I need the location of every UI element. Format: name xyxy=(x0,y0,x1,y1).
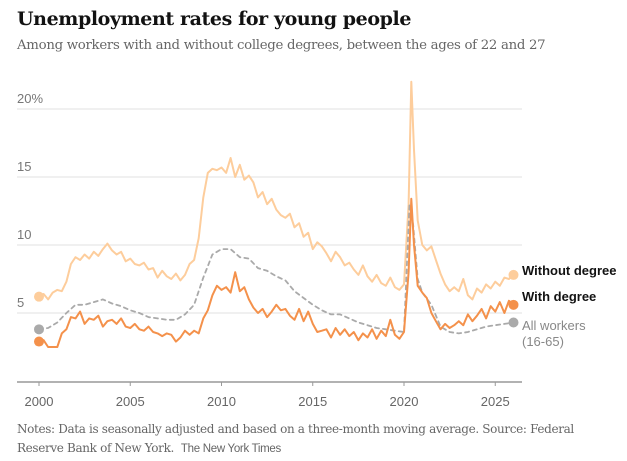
legend-label: Without degree xyxy=(522,263,617,278)
series-end-marker xyxy=(508,317,519,328)
chart-notes: Notes: Data is seasonally adjusted and b… xyxy=(17,420,617,459)
gridlines xyxy=(17,108,522,314)
y-tick-label: 10 xyxy=(17,227,31,242)
legend-label: With degree xyxy=(522,289,596,304)
series-markers xyxy=(34,269,519,347)
series-start-marker xyxy=(34,336,44,347)
legend-labels: Without degree With degree All workers (16-… xyxy=(522,263,617,349)
series-end-marker xyxy=(508,269,519,280)
series-start-marker xyxy=(34,324,44,335)
legend-label-line: All workers xyxy=(522,318,586,333)
series-start-marker xyxy=(34,291,44,302)
chart-subtitle: Among workers with and without college d… xyxy=(17,38,546,53)
series-line-without-degree xyxy=(38,80,515,301)
x-tick-label: 2025 xyxy=(481,394,510,409)
legend-label: All workers (16-65) xyxy=(522,318,586,349)
x-tick-label: 2000 xyxy=(25,394,54,409)
legend-label-line: With degree xyxy=(522,289,596,304)
credit-text: The New York Times xyxy=(180,443,281,455)
notes-text: Notes: Data is seasonally adjusted and b… xyxy=(17,422,574,455)
legend-label-line: (16-65) xyxy=(522,334,564,349)
y-tick-label: 15 xyxy=(17,159,31,174)
legend-label-line: Without degree xyxy=(522,263,617,278)
y-axis-ticks: 5 10 15 20% xyxy=(17,91,43,310)
series-line-all-workers-16-65 xyxy=(38,203,515,335)
x-tick-label: 2015 xyxy=(298,394,327,409)
series-end-marker xyxy=(508,299,519,310)
x-tick-label: 2005 xyxy=(116,394,145,409)
series-line-with-degree xyxy=(38,197,515,348)
y-tick-label: 5 xyxy=(17,295,24,310)
y-tick-label: 20% xyxy=(17,91,43,106)
series-lines xyxy=(38,80,515,348)
x-tick-label: 2010 xyxy=(207,394,236,409)
chart-title: Unemployment rates for young people xyxy=(17,8,412,30)
x-tick-label: 2020 xyxy=(390,394,419,409)
x-axis: 2000 2005 2010 2015 2020 2025 xyxy=(17,381,522,409)
